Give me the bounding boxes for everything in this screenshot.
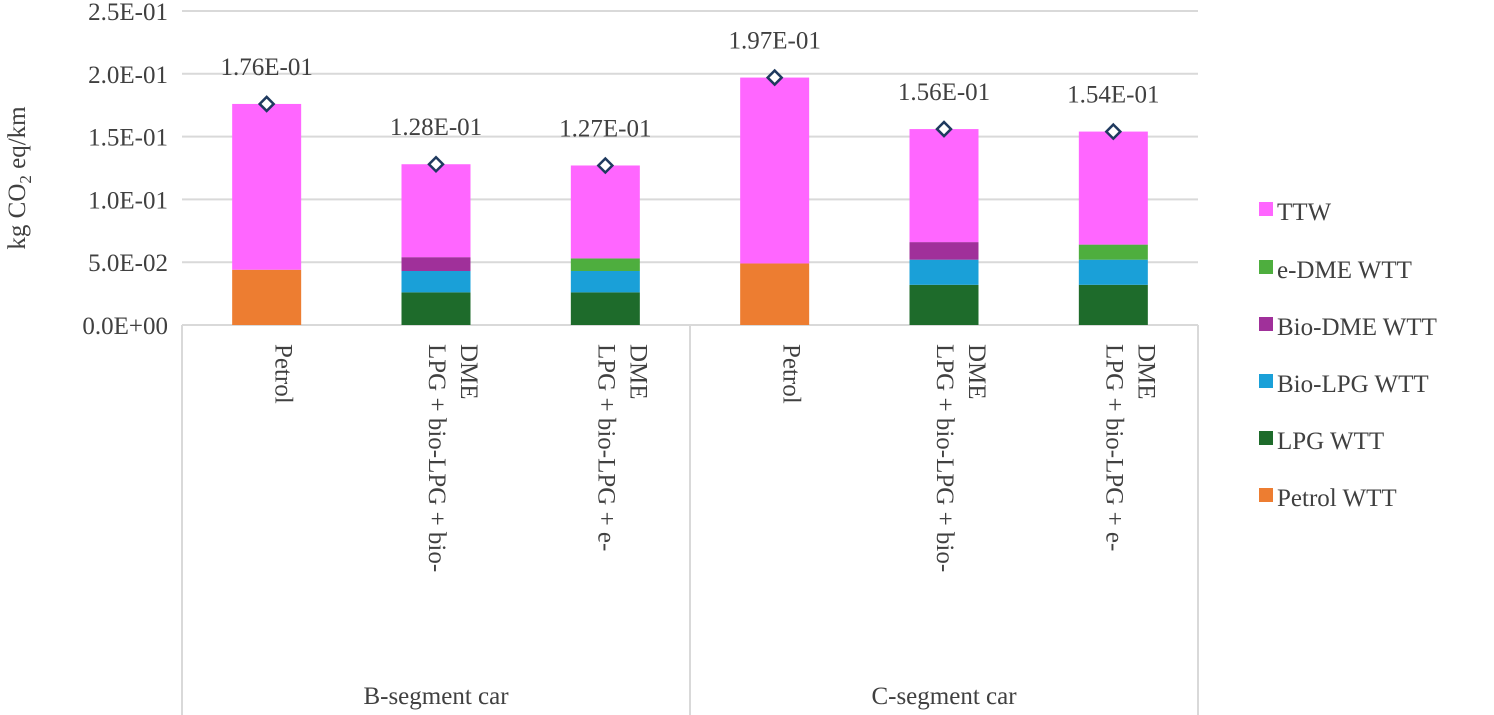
category-label: LPG + bio-LPG + e- xyxy=(592,344,619,551)
bar-segment xyxy=(1078,244,1148,260)
total-marker xyxy=(257,95,276,113)
total-label: 1.56E-01 xyxy=(898,79,990,106)
y-axis-title-rest: eq/km xyxy=(4,106,31,175)
bar-segment xyxy=(1078,259,1148,285)
legend-label: LPG WTT xyxy=(1277,428,1384,455)
bar-segment xyxy=(740,77,810,264)
legend-swatch xyxy=(1259,202,1273,216)
category-label: DME xyxy=(455,344,482,400)
legend-swatch xyxy=(1259,374,1273,388)
legend-swatch xyxy=(1259,317,1273,331)
data-labels: 1.76E-01 1.28E-01 1.27E-01 1.97E-01 1.56E-01… xyxy=(220,28,1160,175)
total-marker xyxy=(427,155,445,173)
bar-segment xyxy=(909,242,979,260)
category-labels: Petrol LPG + bio-LPG + bio- DME LPG + bio-L… xyxy=(270,344,1160,710)
legend-label: TTW xyxy=(1277,199,1332,226)
bar-segment xyxy=(570,165,640,259)
bar-segment xyxy=(401,292,471,325)
bar-segment xyxy=(909,129,979,243)
bar-segment xyxy=(401,257,471,271)
y-axis-title-main: kg CO xyxy=(4,184,31,250)
legend-label: Bio-DME WTT xyxy=(1277,314,1437,341)
y-tick-label: 5.0E-02 xyxy=(88,250,168,277)
total-label: 1.27E-01 xyxy=(559,115,651,142)
bar-segment xyxy=(232,269,302,325)
category-label: Petrol xyxy=(270,344,297,404)
y-tick-label: 0.0E+00 xyxy=(82,313,168,340)
legend-swatch xyxy=(1259,431,1273,445)
y-tick-label: 1.5E-01 xyxy=(88,125,168,152)
legend-label: Bio-LPG WTT xyxy=(1277,371,1429,398)
gridlines xyxy=(182,10,1198,264)
y-tick-label: 2.5E-01 xyxy=(88,0,168,26)
bar-segment xyxy=(909,284,979,325)
category-label: DME xyxy=(963,344,990,400)
y-tick-label: 2.0E-01 xyxy=(88,62,168,89)
axes: 0.0E+00 5.0E-02 1.0E-01 1.5E-01 2.0E-01 2.5E-… xyxy=(82,0,1199,715)
total-label: 1.97E-01 xyxy=(728,28,820,55)
bar-segment xyxy=(401,270,471,293)
legend-swatch xyxy=(1259,488,1273,502)
category-label: DME xyxy=(624,344,651,400)
bar-segment xyxy=(232,103,302,270)
bars xyxy=(232,77,1148,325)
group-label: C-segment car xyxy=(871,683,1017,710)
bar-segment xyxy=(401,164,471,258)
bar-segment xyxy=(570,258,640,271)
total-marker xyxy=(935,120,953,138)
bar-segment xyxy=(740,263,810,325)
total-label: 1.76E-01 xyxy=(220,54,312,81)
category-label: DME xyxy=(1132,344,1159,400)
total-label: 1.54E-01 xyxy=(1067,82,1159,109)
legend-label: Petrol WTT xyxy=(1277,485,1397,512)
legend-swatch xyxy=(1259,260,1273,274)
total-marker xyxy=(596,156,615,175)
bar-segment xyxy=(570,292,640,325)
total-label: 1.28E-01 xyxy=(390,114,482,141)
total-marker xyxy=(765,68,784,87)
bar-segment xyxy=(1078,131,1148,245)
y-axis-title: kg CO2 eq/km xyxy=(4,106,35,250)
y-tick-label: 1.0E-01 xyxy=(88,187,168,214)
category-label: LPG + bio-LPG + bio- xyxy=(931,344,958,572)
category-label: Petrol xyxy=(778,344,805,404)
category-label: LPG + bio-LPG + e- xyxy=(1100,344,1127,551)
group-label: B-segment car xyxy=(363,683,509,710)
bar-segment xyxy=(570,270,640,293)
legend-label: e-DME WTT xyxy=(1277,257,1412,284)
bar-segment xyxy=(1078,284,1148,325)
bar-segment xyxy=(909,259,979,285)
total-marker xyxy=(1104,122,1123,141)
legend: TTW e-DME WTT Bio-DME WTT Bio-LPG WTT LPG WT… xyxy=(1259,199,1437,512)
y-axis-title-subscript: 2 xyxy=(16,175,35,184)
category-label: LPG + bio-LPG + bio- xyxy=(423,344,450,572)
